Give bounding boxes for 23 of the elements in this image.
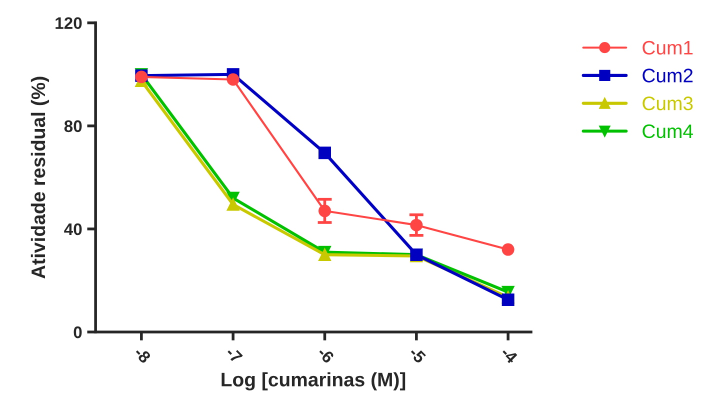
x-tick-label: -8 bbox=[133, 346, 152, 364]
point bbox=[410, 218, 423, 232]
point bbox=[226, 73, 240, 86]
point bbox=[502, 294, 514, 306]
legend-label: Cum2 bbox=[642, 68, 693, 82]
x-tick-label: -4 bbox=[500, 346, 518, 364]
x-axis-title: Log [cumarinas (M)] bbox=[222, 372, 406, 390]
legend-label: Cum4 bbox=[642, 124, 693, 138]
y-tick-label: 120 bbox=[56, 17, 82, 30]
x-tick-label: -5 bbox=[408, 346, 426, 364]
point bbox=[318, 248, 331, 261]
point bbox=[226, 198, 240, 211]
y-axis-title: Atividade residual (%) bbox=[30, 76, 50, 278]
point bbox=[318, 204, 331, 218]
legend-label: Cum3 bbox=[642, 96, 693, 110]
y-tick-label: 0 bbox=[74, 326, 82, 338]
legend-label: Cum1 bbox=[642, 40, 693, 55]
y-tick-label: 80 bbox=[64, 120, 82, 132]
x-tick-label: -7 bbox=[225, 346, 243, 364]
y-tick-label: 40 bbox=[64, 223, 82, 236]
x-tick-label: -6 bbox=[316, 346, 335, 364]
point bbox=[318, 146, 331, 160]
point bbox=[502, 243, 514, 256]
